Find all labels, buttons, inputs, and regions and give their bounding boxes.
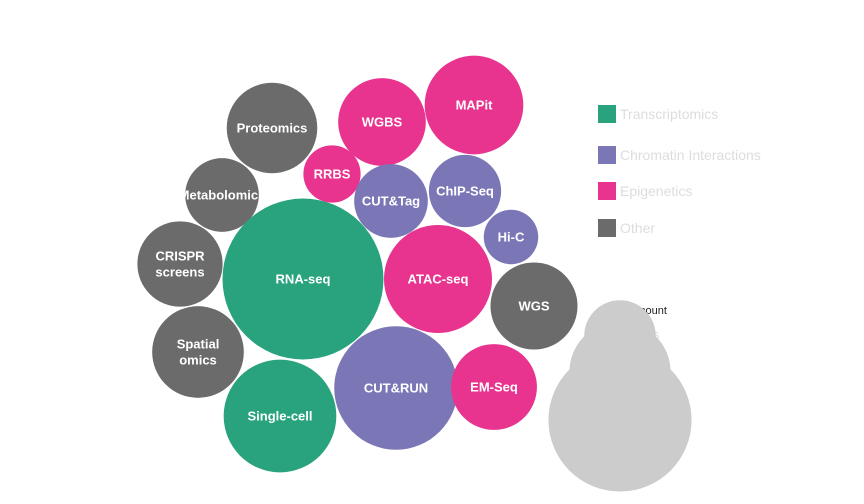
bubble-chip-seq (428, 154, 502, 228)
bubble-label-spatial-omics: omics (179, 353, 217, 368)
bubble-cutandtag (354, 164, 428, 238)
bubble-label-metabolomics: Metabolomics (179, 188, 266, 203)
bubble-rrbs (303, 145, 361, 203)
bubble-single-cell (223, 359, 337, 473)
bubble-label-wgbs: WGBS (362, 115, 403, 130)
bubble-label-cutandrun: CUT&RUN (364, 381, 428, 396)
size-legend-label-20: 20 (654, 415, 664, 425)
legend-label-other: Other (620, 220, 655, 236)
bubble-wgbs (338, 78, 426, 166)
size-legend-label-5: 5 (654, 331, 659, 341)
bubble-label-wgs: WGS (518, 299, 549, 314)
bubble-rna-seq (222, 198, 384, 360)
bubble-label-chip-seq: ChIP-Seq (436, 184, 494, 199)
bubble-crispr-screens (137, 221, 223, 307)
legend-label-transcriptomics: Transcriptomics (620, 106, 718, 122)
bubble-spatial-omics (152, 306, 244, 398)
bubble-label-em-seq: EM-Seq (470, 380, 518, 395)
bubble-label-atac-seq: ATAC-seq (408, 272, 469, 287)
bubble-label-spatial-omics: Spatial (177, 337, 220, 352)
bubble-metabolomics (185, 158, 259, 232)
legend-label-epigenetics: Epigenetics (620, 183, 692, 199)
bubble-proteomics (226, 82, 318, 174)
bubble-atac-seq (383, 224, 493, 334)
bubble-cutandrun (334, 326, 458, 450)
bubble-mapit (424, 55, 524, 155)
category-legend: Transcriptomics Chromatin Interactions Epi… (598, 105, 761, 237)
bubble-label-mapit: MAPit (456, 98, 494, 113)
bubble-label-crispr-screens: CRISPR (155, 249, 205, 264)
bubble-label-hi-c: Hi-C (498, 230, 525, 245)
bubble-label-single-cell: Single-cell (247, 409, 312, 424)
bubble-label-rna-seq: RNA-seq (276, 272, 331, 287)
legend-swatch-chromatin-interactions (598, 146, 616, 164)
bubble-em-seq (451, 344, 537, 430)
bubble-label-crispr-screens: screens (155, 265, 204, 280)
legend-swatch-transcriptomics (598, 105, 616, 123)
size-legend-circle-20 (548, 348, 692, 492)
legend-label-chromatin-interactions: Chromatin Interactions (620, 147, 761, 163)
size-legend: Dataset count51020 (548, 300, 692, 492)
bubble-hi-c (483, 209, 539, 265)
bubble-layer: Proteomics WGBS MAPit RRBS Metabolomics CUT&T… (137, 55, 578, 473)
bubble-label-rrbs: RRBS (314, 167, 351, 182)
bubble-label-proteomics: Proteomics (237, 121, 308, 136)
legend-swatch-other (598, 219, 616, 237)
legend-swatch-epigenetics (598, 182, 616, 200)
bubble-wgs (490, 262, 578, 350)
bubble-label-cutandtag: CUT&Tag (362, 194, 420, 209)
